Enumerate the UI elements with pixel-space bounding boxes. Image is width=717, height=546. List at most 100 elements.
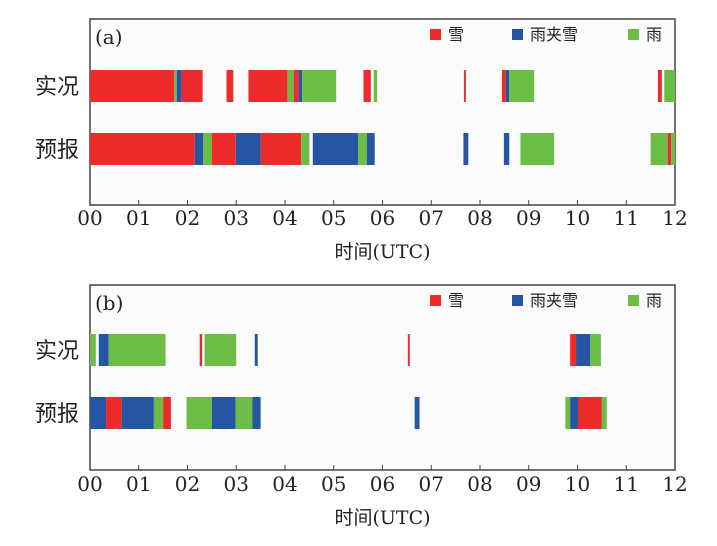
row-label: 预报 (35, 402, 79, 427)
segment-sleet (176, 70, 182, 102)
x-tick-label: 02 (175, 206, 200, 230)
segment-snow (248, 70, 288, 102)
segment-sleet (414, 397, 420, 429)
segment-sleet (90, 397, 107, 429)
x-tick-label: 08 (467, 472, 492, 496)
legend-swatch-rain (628, 295, 639, 306)
segment-sleet (98, 334, 109, 366)
segment-sleet (254, 334, 258, 366)
x-tick-label: 12 (662, 206, 687, 230)
segment-rain (90, 334, 96, 366)
x-tick-label: 10 (565, 472, 590, 496)
legend-swatch-sleet (512, 29, 523, 40)
segment-sleet (503, 133, 510, 165)
panel-label: (a) (95, 25, 123, 49)
segment-rain (671, 133, 675, 165)
segment-snow (363, 70, 371, 102)
x-tick-label: 08 (467, 206, 492, 230)
x-tick-label: 03 (224, 472, 249, 496)
x-tick-label: 10 (565, 206, 590, 230)
plot-frame (89, 18, 676, 206)
segment-snow (199, 334, 203, 366)
x-tick-label: 09 (516, 472, 541, 496)
segment-snow (181, 70, 203, 102)
segment-sleet (576, 334, 591, 366)
x-tick-label: 02 (175, 472, 200, 496)
segment-sleet (312, 133, 359, 165)
row-label: 实况 (35, 339, 79, 364)
legend-label-rain: 雨 (646, 25, 662, 44)
panel-label: (b) (95, 291, 123, 315)
segment-sleet (235, 133, 261, 165)
x-axis-label: 时间(UTC) (334, 241, 430, 263)
legend-swatch-sleet (512, 295, 523, 306)
segment-rain (287, 70, 294, 102)
x-tick-label: 09 (516, 206, 541, 230)
segment-snow (163, 397, 171, 429)
x-tick-label: 11 (614, 472, 639, 496)
plot-frame (89, 284, 676, 471)
segment-rain (203, 133, 212, 165)
legend-label-snow: 雪 (448, 291, 464, 310)
segment-rain (153, 397, 164, 429)
row-label: 预报 (35, 138, 79, 163)
segment-sleet (505, 70, 510, 102)
x-tick-label: 07 (419, 206, 444, 230)
segment-snow (106, 397, 122, 429)
segment-rain (373, 70, 378, 102)
segment-snow (501, 70, 506, 102)
segment-snow (667, 133, 672, 165)
x-tick-label: 03 (224, 206, 249, 230)
segment-rain (601, 397, 607, 429)
x-tick-label: 01 (126, 206, 151, 230)
segment-snow (407, 334, 410, 366)
segment-sleet (252, 397, 261, 429)
x-tick-label: 04 (272, 206, 297, 230)
segment-rain (358, 133, 367, 165)
x-tick-label: 01 (126, 472, 151, 496)
legend-label-snow: 雪 (448, 25, 464, 44)
legend-swatch-snow (430, 295, 441, 306)
x-tick-label: 04 (272, 472, 297, 496)
x-axis-label: 时间(UTC) (334, 507, 430, 529)
segment-snow (226, 70, 234, 102)
segment-rain (235, 397, 253, 429)
segment-snow (657, 70, 662, 102)
segment-snow (260, 133, 302, 165)
segment-rain (509, 70, 535, 102)
segment-rain (664, 70, 675, 102)
segment-sleet (463, 133, 469, 165)
segment-rain (186, 397, 212, 429)
x-tick-label: 07 (419, 472, 444, 496)
segment-rain (650, 133, 668, 165)
segment-rain (108, 334, 166, 366)
segment-rain (590, 334, 601, 366)
legend-swatch-snow (430, 29, 441, 40)
x-tick-label: 05 (321, 206, 346, 230)
segment-rain (302, 70, 337, 102)
legend-label-rain: 雨 (646, 291, 662, 310)
segment-snow (293, 70, 299, 102)
x-tick-label: 06 (370, 206, 395, 230)
segment-rain (301, 133, 310, 165)
segment-sleet (121, 397, 154, 429)
segment-snow (577, 397, 602, 429)
legend-label-sleet: 雨夹雪 (530, 25, 578, 44)
row-label: 实况 (35, 75, 79, 100)
x-tick-label: 12 (662, 472, 687, 496)
segment-sleet (211, 397, 236, 429)
segment-snow (90, 70, 175, 102)
segment-sleet (366, 133, 375, 165)
segment-sleet (570, 397, 578, 429)
legend-swatch-rain (628, 29, 639, 40)
segment-sleet (298, 70, 303, 102)
x-tick-label: 00 (77, 472, 102, 496)
segment-snow (211, 133, 236, 165)
segment-rain (520, 133, 555, 165)
x-tick-label: 11 (614, 206, 639, 230)
segment-snow (90, 133, 195, 165)
segment-sleet (194, 133, 204, 165)
